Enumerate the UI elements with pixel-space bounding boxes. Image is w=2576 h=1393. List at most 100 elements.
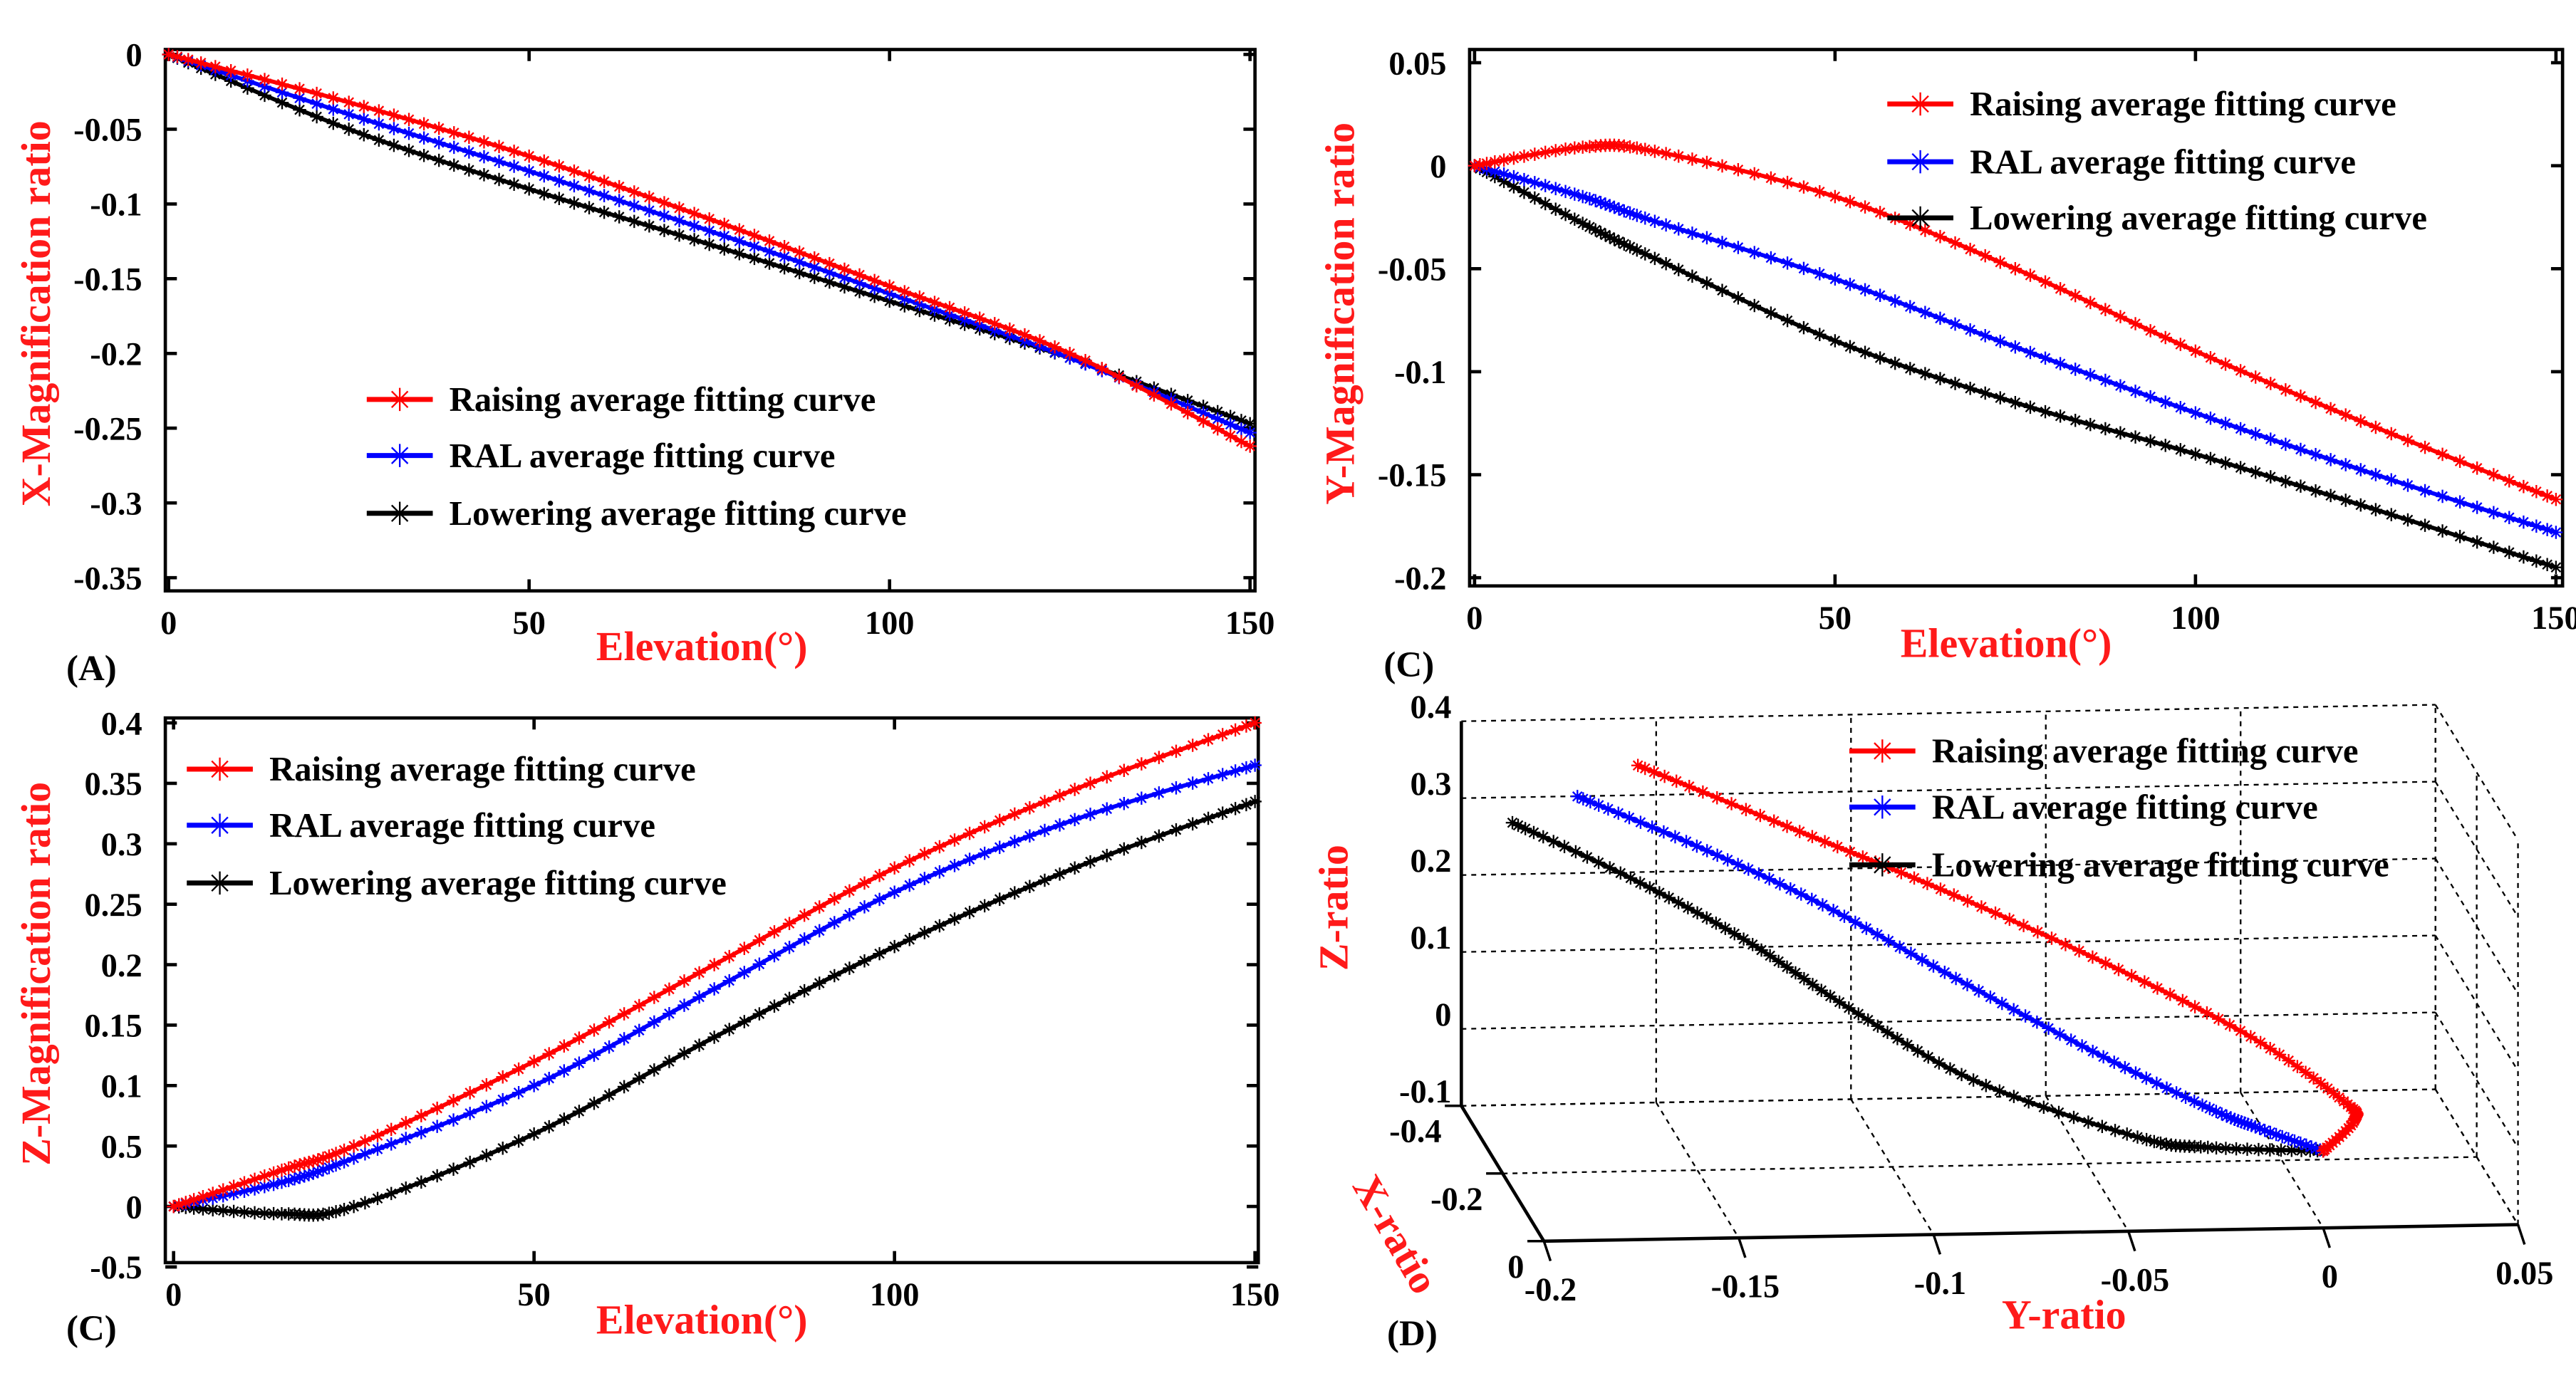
series-lowering-marker: [752, 1007, 767, 1021]
series-ral-marker: [1963, 323, 1977, 337]
series-ral-marker: [417, 131, 431, 145]
series-ral-marker: [2129, 1066, 2143, 1080]
series-raising-marker: [417, 117, 431, 131]
series-lowering-marker: [358, 1196, 372, 1210]
series-lowering-marker: [1603, 230, 1617, 244]
plot-frame: [163, 716, 1260, 1265]
series-lowering-marker: [2008, 396, 2022, 409]
series-lowering-marker: [2487, 541, 2500, 554]
series-ral-marker: [2294, 1136, 2307, 1150]
y-axis-label: Z-Magnification ratio: [13, 782, 59, 1166]
series-ral-marker: [2018, 1009, 2032, 1023]
legend-marker-icon: [388, 387, 412, 412]
series-lowering-marker: [2303, 1144, 2317, 1158]
series-raising-marker: [903, 854, 917, 867]
series-raising-marker: [2072, 944, 2086, 958]
series-ral-marker: [1780, 256, 1795, 270]
series-raising-marker: [918, 847, 932, 861]
x-tick-label: 150: [2531, 600, 2576, 637]
x-tick-label: 50: [517, 1277, 550, 1313]
y-tick-label: 0: [2322, 1259, 2338, 1295]
series-lowering-marker: [2007, 1090, 2021, 1103]
series-raising-marker: [602, 1015, 616, 1029]
panel-D: 0.4 0.3 0.2 0.1 0 -0.1 -0.2 -0.15 -0.1 -0.05 0 0.05…: [1310, 689, 2553, 1354]
series-raising-marker: [293, 82, 306, 95]
series-raising-marker: [597, 174, 611, 189]
series-ral-marker: [1873, 288, 1887, 302]
legend-marker-icon: [1871, 795, 1894, 819]
series-raising-marker: [1538, 145, 1552, 160]
legend-label: Raising average fitting curve: [269, 750, 696, 788]
series-ral-marker: [2023, 345, 2037, 360]
series-ral-marker: [2279, 437, 2292, 452]
series-ral-marker: [2436, 489, 2449, 504]
series-lowering-marker: [1248, 795, 1262, 808]
series-ral-marker: [463, 1107, 477, 1120]
series-lowering-marker: [1505, 815, 1520, 830]
series-raising-marker: [1993, 255, 2008, 269]
series-raising-marker: [883, 279, 896, 293]
series-ral-marker: [1972, 984, 1985, 998]
series-lowering-marker: [1814, 984, 1829, 997]
series-lowering: [1505, 815, 2330, 1158]
series-raising-marker: [1488, 155, 1502, 169]
series-ral-marker: [1169, 781, 1183, 795]
series-lowering-marker: [2038, 405, 2052, 419]
series-lowering-marker: [527, 1127, 541, 1141]
series-ral-marker: [447, 140, 461, 155]
series-raising-marker: [1068, 783, 1081, 796]
series-raising-marker: [1568, 141, 1582, 155]
series-raising-marker: [2017, 919, 2030, 932]
series-raising-marker: [2309, 395, 2322, 409]
series-ral-marker: [2540, 523, 2554, 536]
legend-item: Raising average fitting curve: [366, 380, 876, 419]
series-raising-marker: [1700, 155, 1714, 169]
series-ral-marker: [1549, 182, 1563, 196]
series-lowering-marker: [1993, 1084, 2007, 1098]
series-ral-marker: [2178, 1090, 2193, 1104]
series-lowering-marker: [2384, 508, 2399, 521]
series-ral-marker: [1497, 167, 1511, 181]
series-lowering-marker: [2274, 1143, 2288, 1157]
series-ral-marker: [557, 1064, 571, 1078]
series-ral-marker: [1084, 808, 1097, 821]
series-lowering-marker: [2147, 1134, 2161, 1149]
series-raising-marker: [1033, 334, 1046, 348]
series-raising-marker: [1894, 866, 1908, 880]
series-ral-marker: [266, 1177, 281, 1191]
series-ral-marker: [1210, 412, 1225, 426]
series-raising-marker: [1648, 145, 1662, 158]
series-ral-marker: [737, 966, 752, 979]
y-tick: [2516, 1224, 2526, 1245]
series-raising-marker: [2059, 938, 2072, 951]
series-ral-marker: [1589, 194, 1602, 208]
series-ral-marker: [717, 229, 732, 243]
series-raising-marker: [2023, 268, 2037, 282]
x-axis: [1460, 1105, 1546, 1242]
series-lowering-marker: [463, 1155, 477, 1169]
series-raising-marker: [1904, 217, 1917, 231]
series-lowering-marker: [1580, 850, 1594, 864]
series-raising-marker: [962, 826, 977, 840]
series-raising-marker: [2299, 1065, 2312, 1080]
series-lowering-marker: [1594, 226, 1608, 239]
grid-line: [1461, 781, 2436, 799]
series-raising-marker: [1805, 830, 1819, 844]
series-raising-marker: [1658, 769, 1671, 783]
y-tick-label: 0.1: [101, 1069, 142, 1105]
y-tick-label: -0.15: [1378, 458, 1447, 494]
series-ral-marker: [1731, 241, 1745, 254]
series-ral-marker: [1933, 311, 1947, 325]
series-raising-marker: [2129, 317, 2142, 330]
series-ral-marker: [275, 1175, 289, 1189]
series-raising-marker: [1201, 733, 1215, 746]
series-raising-marker: [1517, 150, 1531, 163]
series-lowering-marker: [492, 172, 506, 187]
series-lowering-marker: [1881, 1026, 1894, 1039]
z-tick-label: 0.3: [1410, 766, 1451, 803]
series-ral-marker: [873, 892, 886, 907]
series-lowering-marker: [1671, 896, 1686, 909]
series-ral-marker: [2064, 1033, 2078, 1047]
series-ral-marker: [1559, 184, 1572, 199]
series-raising-marker: [1180, 406, 1195, 419]
